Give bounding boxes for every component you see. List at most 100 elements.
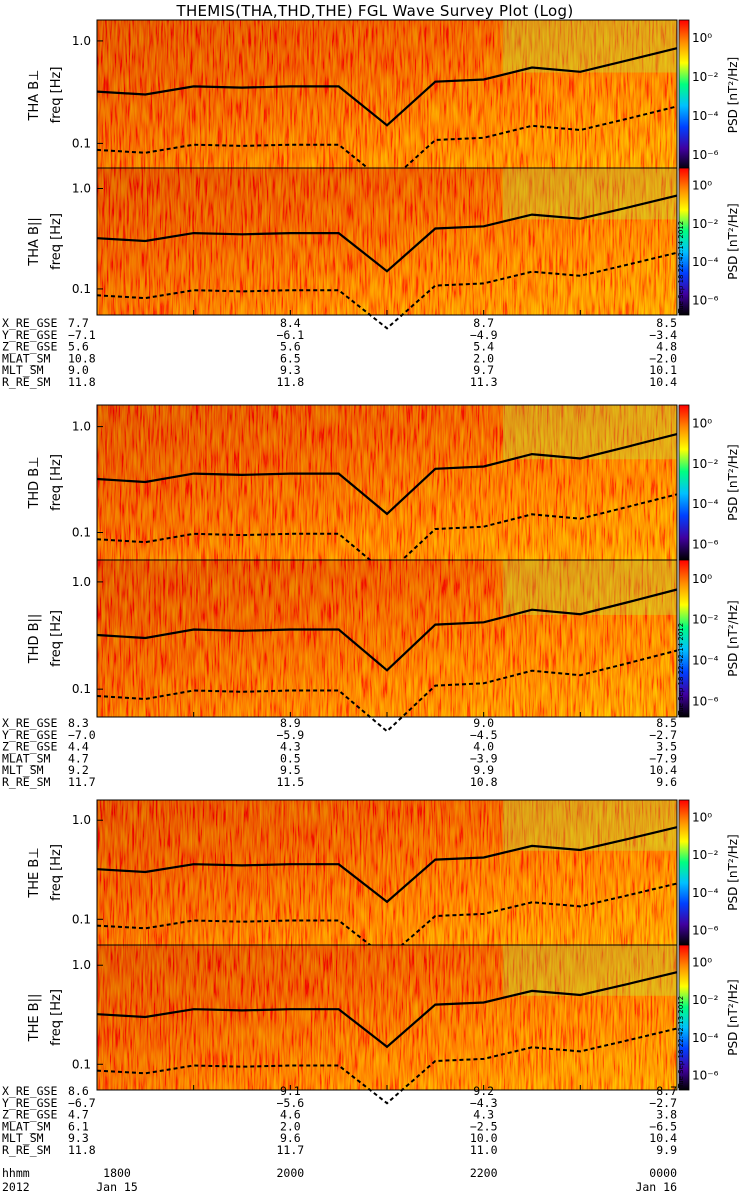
colorbar-tick-label: 10⁻² [692,217,719,231]
colorbar-tick-label: 10⁰ [692,810,712,824]
ephemeris-value: 11.8 [68,375,96,389]
colorbar-tick-label: 10⁻⁴ [692,886,719,900]
colorbar-label: PSD [nT²/Hz] [726,600,740,676]
panel-label: THE B⊥ [27,847,42,898]
y-tick-label: 0.1 [72,282,91,296]
time-axis: hhmm 1800 2000 2200 0000 2012 Jan 15 Jan 16 [2,1166,677,1194]
colorbar [678,559,690,718]
ephemeris-value: 5.6 [280,340,301,354]
spectrogram-high-freq-patch [503,20,677,73]
ephemeris-value: −6.5 [649,1119,677,1133]
ephemeris-value: 6.5 [280,351,301,365]
date-start-label: Jan 15 [96,1180,138,1194]
ephemeris-value: 11.8 [276,375,304,389]
ephemeris-value: 0.5 [280,751,301,765]
ephemeris-row-label: MLT_SM [2,763,44,777]
ephemeris-table: X_RE_GSE 8.3 8.9 9.0 8.5 Y_RE_GSE −7.0 −5.9 −4.5… [2,716,677,789]
ephemeris-value: 11.3 [470,375,498,389]
ephemeris-value: 9.3 [68,1131,89,1145]
colorbar [678,404,690,561]
colorbar-tick-label: 10⁻⁴ [692,109,719,123]
ephemeris-value: −3.9 [470,751,498,765]
colorbar-tick-label: 10⁰ [692,31,712,45]
gyrofrequency-lower-dashed-line [96,493,678,576]
spectrogram-panel: 1.0 0.1 THA B|| freq [Hz] 10⁰ 10⁻² 10⁻⁴ 10⁻⁶ PSD… [27,167,740,330]
gyrofrequency-lower-dashed-line [96,649,678,733]
gyrofrequency-line [96,588,678,672]
frequency-axis-label: freq [Hz] [49,844,64,901]
y-tick-label: 1.0 [72,813,91,827]
ephemeris-value: 9.9 [656,1143,677,1157]
colorbar-tick-label: 10⁰ [692,179,712,193]
ephemeris-row-label: Y_RE_GSE [2,1096,57,1110]
ephemeris-row-label: Y_RE_GSE [2,728,57,742]
ephemeris-value: 10.1 [649,363,677,377]
colorbar-label: PSD [nT²/Hz] [726,57,740,133]
colorbar-label: PSD [nT²/Hz] [726,203,740,279]
ephemeris-row-label: Y_RE_GSE [2,328,57,342]
ephemeris-row-label: X_RE_GSE [2,316,57,330]
ephemeris-value: 9.3 [280,363,301,377]
ephemeris-value: 8.4 [280,316,301,330]
ephemeris-value: 9.6 [656,775,677,789]
ephemeris-value: 9.6 [280,1131,301,1145]
ephemeris-value: −6.7 [68,1096,96,1110]
panel-label: THA B|| [27,217,42,266]
ephemeris-value: −3.4 [649,328,677,342]
panel-label: THD B|| [27,614,42,665]
gyrofrequency-line [96,47,678,127]
y-tick-label: 1.0 [72,575,91,589]
spectrogram-high-freq-patch [503,560,677,615]
y-tick-label: 1.0 [72,181,91,195]
date-row-label: 2012 [2,1180,30,1194]
ephemeris-value: 5.6 [68,340,89,354]
ephemeris-value: 11.0 [470,1143,498,1157]
colorbar [678,799,690,946]
spectrogram-high-freq-patch [503,945,677,996]
ephemeris-value: 8.9 [280,716,301,730]
ephemeris-value: 10.4 [649,375,677,389]
colorbar-tick-label: 10⁻² [692,457,719,471]
ephemeris-value: 8.6 [68,1084,89,1098]
timestamp-stamp: Tue Sep 18 22:42:14 2012 [677,221,685,314]
colorbar-tick-label: 10⁻⁴ [692,1031,719,1045]
gyrofrequency-lower-dashed-line [96,1027,678,1105]
ephemeris-value: 3.5 [656,740,677,754]
colorbar-tick-label: 10⁻² [692,848,719,862]
colorbar-label: PSD [nT²/Hz] [726,834,740,910]
ephemeris-row-label: X_RE_GSE [2,716,57,730]
colorbar-tick-label: 10⁻⁴ [692,653,719,667]
colorbar [678,167,690,316]
spectrogram-texture-layer [97,560,677,717]
time-tick-label: 2200 [470,1166,498,1180]
spectrogram-panel: 1.0 0.1 THE B|| freq [Hz] 10⁰ 10⁻² 10⁻⁴ 10⁻⁶ PSD… [27,944,740,1105]
frequency-axis-label: freq [Hz] [49,610,64,667]
ephemeris-value: 9.5 [280,763,301,777]
ephemeris-value: −4.5 [470,728,498,742]
gyrofrequency-line [96,433,678,516]
ephemeris-row-label: Z_RE_GSE [2,340,57,354]
colorbar-tick-label: 10⁻² [692,70,719,84]
date-end-label: Jan 16 [635,1180,677,1194]
gyrofrequency-line [96,826,678,904]
ephemeris-row-label: X_RE_GSE [2,1084,57,1098]
ephemeris-value: −4.3 [470,1096,498,1110]
ephemeris-row-label: MLAT_SM [2,1119,51,1133]
gyrofrequency-lower-dashed-line [96,251,678,330]
ephemeris-table: X_RE_GSE 8.6 9.1 9.2 8.7 Y_RE_GSE −6.7 −5.6 −4.3… [2,1084,677,1157]
ephemeris-table: X_RE_GSE 7.7 8.4 8.7 8.5 Y_RE_GSE −7.1 −6.1 −4.9… [2,316,677,389]
colorbar-tick-label: 10⁰ [692,955,712,969]
ephemeris-value: 8.5 [656,716,677,730]
gyrofrequency-line [96,194,678,273]
ephemeris-value: 11.8 [68,1143,96,1157]
ephemeris-value: 9.1 [280,1084,301,1098]
y-tick-label: 0.1 [72,1057,91,1071]
ephemeris-value: −2.0 [649,351,677,365]
ephemeris-value: 4.8 [656,340,677,354]
y-tick-label: 1.0 [72,34,91,48]
colorbar [678,19,690,171]
ephemeris-value: 4.6 [280,1108,301,1122]
time-tick-label: 2000 [276,1166,304,1180]
spectrogram-texture-layer [97,168,677,315]
ephemeris-value: 10.4 [649,1131,677,1145]
